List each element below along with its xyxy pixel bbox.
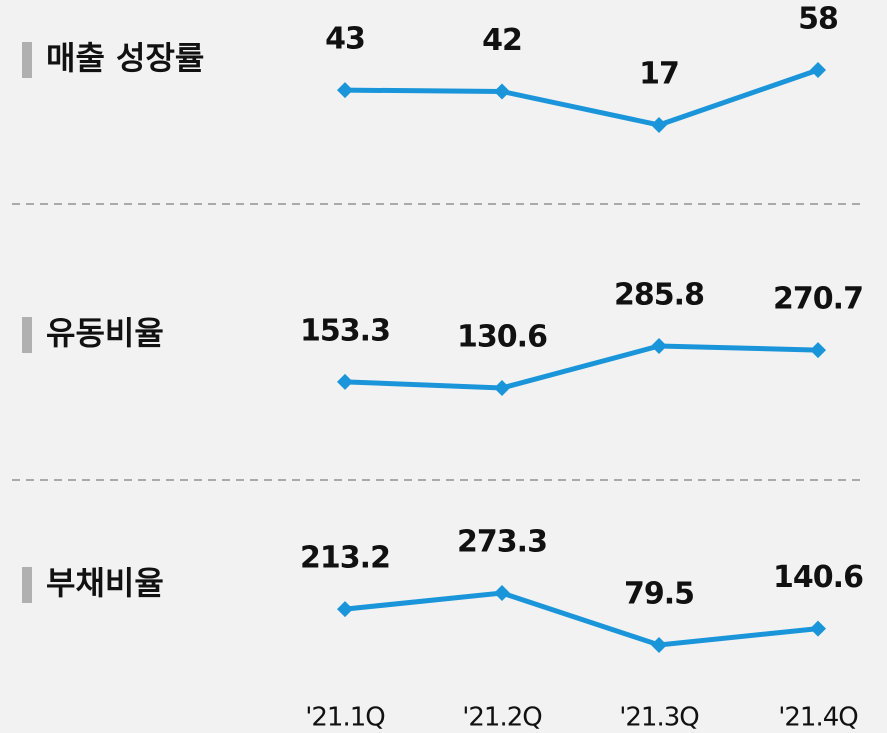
data-label: 58: [798, 2, 838, 37]
x-tick-label: '21.2Q: [462, 703, 542, 733]
data-label: 153.3: [300, 313, 390, 348]
x-tick-label: '21.1Q: [305, 703, 385, 733]
panel-marker: [22, 42, 32, 78]
data-label: 273.3: [457, 525, 547, 560]
point: [810, 342, 826, 359]
panel-label: 매출 성장률: [46, 39, 204, 77]
data-label: 79.5: [624, 577, 694, 612]
point: [651, 338, 667, 354]
point: [651, 117, 667, 133]
data-label: 270.7: [773, 282, 863, 317]
line: [344, 590, 819, 648]
data-label: 140.6: [773, 560, 863, 595]
point: [651, 637, 667, 653]
point: [337, 373, 353, 390]
point: [810, 620, 826, 637]
x-tick-label: '21.4Q: [778, 703, 858, 733]
data-label: 43: [325, 22, 365, 57]
panel-label: 부채비율: [46, 564, 164, 602]
point: [337, 601, 353, 618]
line: [344, 67, 819, 128]
data-label: 285.8: [614, 278, 704, 313]
data-label: 42: [482, 23, 522, 58]
data-label: 130.6: [457, 320, 547, 355]
data-label: 213.2: [300, 541, 390, 576]
panel-marker: [22, 567, 32, 603]
point: [810, 62, 826, 78]
point: [494, 83, 510, 100]
data-label: 17: [639, 57, 679, 92]
line: [344, 343, 819, 391]
panel-label: 유동비율: [46, 314, 164, 352]
x-tick-label: '21.3Q: [619, 703, 699, 733]
point: [337, 82, 353, 99]
panel-marker: [22, 317, 32, 353]
point: [494, 585, 510, 601]
point: [494, 380, 510, 396]
